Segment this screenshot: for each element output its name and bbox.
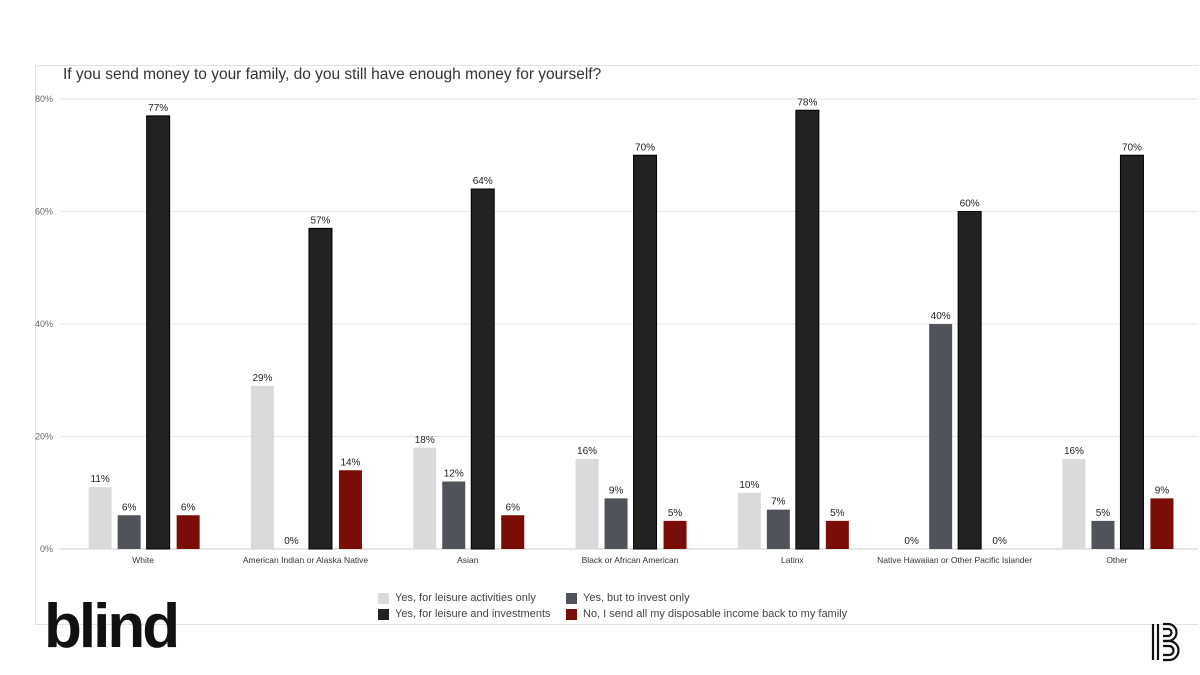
data-label: 40%	[931, 311, 951, 322]
legend-label: No, I send all my disposable income back…	[583, 608, 848, 620]
bar	[575, 459, 599, 549]
legend-label: Yes, but to invest only	[583, 592, 690, 604]
bar	[442, 481, 466, 549]
data-label: 11%	[91, 474, 110, 485]
data-label: 5%	[830, 508, 845, 519]
data-label: 12%	[444, 469, 464, 480]
data-label: 57%	[310, 215, 330, 226]
y-tick-label: 0%	[40, 544, 53, 554]
bar	[929, 324, 953, 549]
data-label: 6%	[506, 502, 521, 513]
legend-swatch	[566, 608, 577, 620]
bar	[633, 154, 658, 550]
legend: Yes, for leisure activities only Yes, bu…	[378, 592, 866, 620]
x-tick-label: Native Hawaiian or Other Pacific Islande…	[877, 555, 1032, 565]
bar	[250, 385, 274, 549]
data-label: 9%	[609, 485, 624, 496]
data-label: 77%	[148, 103, 168, 114]
data-label: 0%	[992, 536, 1007, 547]
data-label: 78%	[797, 97, 817, 108]
x-tick-label: Other	[1106, 555, 1127, 565]
blind-b-mark-icon	[1151, 622, 1180, 662]
bar	[604, 498, 628, 549]
bar	[176, 515, 200, 549]
bar	[663, 520, 687, 549]
data-label: 6%	[181, 502, 196, 513]
bar	[1150, 498, 1174, 549]
legend-item: Yes, but to invest only	[566, 592, 866, 604]
bar	[308, 227, 333, 550]
data-label: 14%	[340, 457, 360, 468]
legend-swatch	[566, 592, 577, 604]
y-tick-label: 80%	[35, 94, 53, 104]
bar	[795, 109, 820, 550]
chart-title: If you send money to your family, do you…	[63, 66, 602, 83]
y-tick-label: 60%	[35, 207, 53, 217]
legend-item: Yes, for leisure activities only	[378, 592, 566, 604]
x-tick-label: American Indian or Alaska Native	[243, 555, 368, 565]
bar	[825, 520, 849, 549]
y-tick-label: 20%	[35, 432, 53, 442]
data-label: 5%	[1096, 508, 1111, 519]
data-label: 0%	[284, 536, 299, 547]
legend-item: Yes, for leisure and investments	[378, 608, 566, 620]
legend-item: No, I send all my disposable income back…	[566, 608, 866, 620]
y-tick-label: 40%	[35, 319, 53, 329]
data-label: 29%	[252, 373, 272, 384]
data-label: 0%	[904, 536, 919, 547]
bar	[413, 447, 437, 549]
bar	[501, 515, 525, 549]
bar	[766, 509, 790, 549]
chart-panel	[35, 65, 1198, 625]
bar	[470, 188, 495, 550]
bar	[146, 115, 171, 550]
data-label: 64%	[473, 176, 493, 187]
data-label: 7%	[771, 497, 786, 508]
x-tick-label: Asian	[457, 555, 479, 565]
data-label: 5%	[668, 508, 683, 519]
bar	[88, 487, 112, 549]
data-label: 70%	[1122, 142, 1142, 153]
bar	[338, 470, 362, 549]
data-label: 10%	[739, 480, 759, 491]
legend-swatch	[378, 592, 389, 604]
x-tick-label: White	[132, 555, 154, 565]
data-label: 6%	[122, 502, 137, 513]
bar	[1119, 154, 1144, 550]
bar	[1062, 459, 1086, 549]
data-label: 9%	[1155, 485, 1170, 496]
legend-swatch	[378, 608, 389, 620]
data-label: 16%	[1064, 446, 1084, 457]
bar	[957, 211, 982, 550]
x-tick-label: Latinx	[781, 555, 804, 565]
legend-label: Yes, for leisure and investments	[395, 608, 551, 620]
bar	[1091, 520, 1115, 549]
bar	[117, 515, 141, 549]
data-label: 70%	[635, 142, 655, 153]
data-label: 18%	[415, 435, 435, 446]
data-label: 60%	[960, 199, 980, 210]
data-label: 16%	[577, 446, 597, 457]
legend-label: Yes, for leisure activities only	[395, 592, 536, 604]
bar	[737, 492, 761, 549]
x-tick-label: Black or African American	[582, 555, 679, 565]
blind-logo: blind	[44, 592, 180, 661]
